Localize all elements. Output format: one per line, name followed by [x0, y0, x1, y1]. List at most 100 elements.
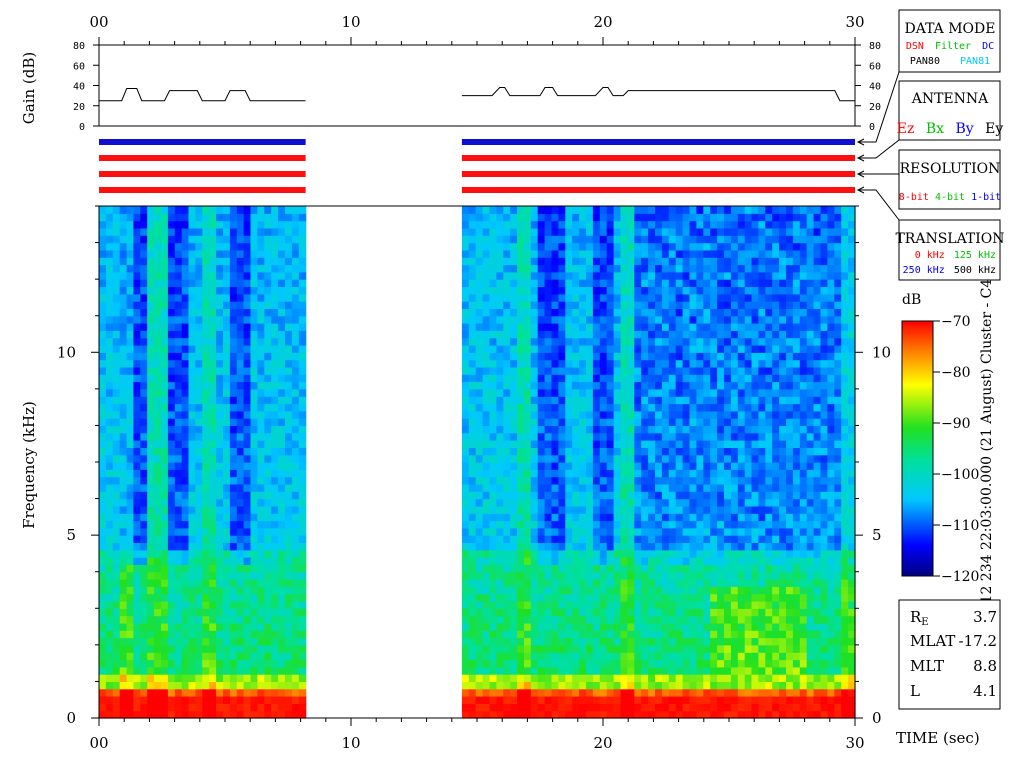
spectrogram-cell [552, 477, 560, 485]
spectrogram-cell [230, 382, 237, 390]
spectrogram-cell [168, 287, 175, 295]
spectrogram-cell [696, 674, 704, 682]
spectrogram-cell [483, 367, 491, 375]
spectrogram-cell [271, 418, 278, 426]
spectrogram-cell [189, 608, 196, 616]
spectrogram-cell [558, 564, 566, 572]
spectrogram-cell [641, 308, 649, 316]
spectrogram-cell [669, 447, 677, 455]
spectrogram-cell [182, 411, 189, 419]
spectrogram-cell [133, 294, 140, 302]
top-xtick-label: 20 [593, 13, 612, 31]
spectrogram-cell [106, 235, 113, 243]
spectrogram-cell [503, 433, 511, 441]
spectrogram-cell [299, 279, 306, 287]
spectrogram-cell [558, 579, 566, 587]
spectrogram-cell [168, 513, 175, 521]
spectrogram-cell [531, 557, 539, 565]
spectrogram-cell [127, 308, 134, 316]
spectrogram-cell [621, 279, 629, 287]
spectrogram-cell [476, 316, 484, 324]
spectrogram-cell [724, 433, 732, 441]
spectrogram-cell [717, 447, 725, 455]
spectrogram-cell [264, 455, 271, 463]
spectrogram-cell [278, 389, 285, 397]
spectrogram-cell [552, 425, 560, 433]
spectrogram-cell [593, 506, 601, 514]
spectrogram-cell [552, 389, 560, 397]
spectrogram-cell [469, 572, 477, 580]
spectrogram-cell [593, 681, 601, 689]
spectrogram-cell [586, 382, 594, 390]
spectrogram-cell [565, 521, 573, 529]
spectrogram-cell [607, 462, 615, 470]
spectrogram-cell [175, 601, 182, 609]
spectrogram-cell [669, 623, 677, 631]
spectrogram-cell [140, 425, 147, 433]
spectrogram-cell [292, 484, 299, 492]
spectrogram-cell [579, 645, 587, 653]
spectrogram-cell [552, 674, 560, 682]
spectrogram-cell [264, 360, 271, 368]
spectrogram-cell [524, 389, 532, 397]
spectrogram-cell [271, 645, 278, 653]
spectrogram-cell [223, 550, 230, 558]
spectrogram-cell [676, 323, 684, 331]
spectrogram-cell [257, 257, 264, 265]
spectrogram-cell [476, 506, 484, 514]
spectrogram-cell [524, 543, 532, 551]
spectrogram-cell [127, 367, 134, 375]
spectrogram-cell [648, 711, 656, 719]
spectrogram-cell [278, 638, 285, 646]
spectrogram-cell [271, 382, 278, 390]
spectrogram-cell [572, 543, 580, 551]
spectrogram-cell [545, 667, 553, 675]
spectrogram-cell [538, 235, 546, 243]
spectrogram-cell [641, 564, 649, 572]
spectrogram-cell [710, 689, 718, 697]
spectrogram-cell [476, 572, 484, 580]
spectrogram-cell [189, 586, 196, 594]
spectrogram-cell [257, 674, 264, 682]
spectrogram-cell [607, 711, 615, 719]
spectrogram-cell [264, 367, 271, 375]
spectrogram-cell [738, 557, 746, 565]
spectrogram-cell [627, 287, 635, 295]
spectrogram-cell [565, 711, 573, 719]
spectrogram-cell [572, 630, 580, 638]
spectrogram-cell [202, 418, 209, 426]
spectrogram-cell [690, 667, 698, 675]
spectrogram-cell [299, 623, 306, 631]
spectrogram-cell [503, 404, 511, 412]
spectrogram-cell [648, 645, 656, 653]
spectrogram-cell [113, 425, 120, 433]
spectrogram-cell [683, 521, 691, 529]
spectrogram-cell [257, 660, 264, 668]
spectrogram-cell [299, 681, 306, 689]
spectrogram-cell [496, 572, 504, 580]
spectrogram-cell [106, 711, 113, 719]
spectrogram-cell [257, 221, 264, 229]
spectrogram-cell [517, 287, 525, 295]
spectrogram-cell [251, 279, 258, 287]
spectrogram-cell [586, 265, 594, 273]
spectrogram-cell [106, 345, 113, 353]
spectrogram-cell [572, 674, 580, 682]
spectrogram-cell [669, 594, 677, 602]
spectrogram-cell [545, 477, 553, 485]
spectrogram-cell [607, 506, 615, 514]
spectrogram-cell [634, 360, 642, 368]
spectrogram-cell [731, 425, 739, 433]
spectrogram-cell [299, 469, 306, 477]
spectrogram-cell [182, 323, 189, 331]
spectrogram-cell [648, 316, 656, 324]
spectrogram-cell [496, 316, 504, 324]
spectrogram-cell [292, 703, 299, 711]
spectrogram-cell [483, 418, 491, 426]
spectrogram-cell [531, 213, 539, 221]
spectrogram-cell [462, 374, 470, 382]
spectrogram-cell [524, 660, 532, 668]
spectrogram-cell [483, 330, 491, 338]
spectrogram-cell [710, 265, 718, 273]
spectrogram-cell [202, 711, 209, 719]
